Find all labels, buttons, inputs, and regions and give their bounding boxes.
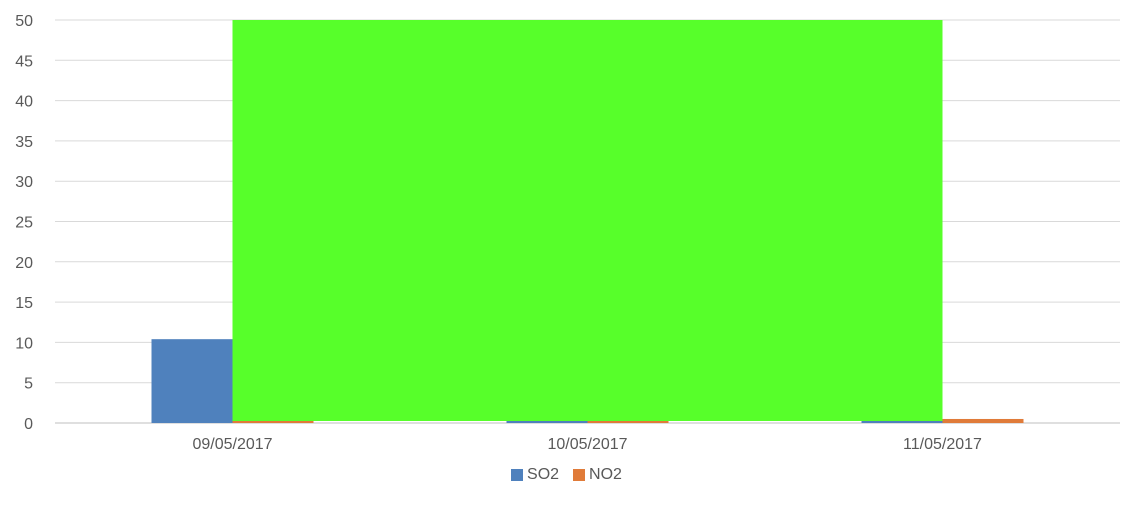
x-tick-label: 11/05/2017 [903, 436, 982, 453]
bar-no2-3 [942, 418, 1024, 423]
legend-label-so2: SO2 [527, 466, 560, 483]
x-tick-label: 10/05/2017 [547, 436, 627, 453]
y-tick-label: 35 [15, 134, 33, 151]
legend-label-no2: NO2 [589, 466, 622, 483]
overlay-band [232, 20, 943, 421]
bar-chart: 0 5 10 15 20 25 30 35 40 45 50 09/05/2017 10/05/2017… [15, 13, 1120, 453]
legend: SO2 NO2 [0, 466, 1133, 484]
y-tick-label: 50 [15, 13, 33, 30]
x-tick-label: 09/05/2017 [192, 436, 272, 453]
bar-so2-1 [151, 339, 233, 423]
legend-swatch-no2 [573, 469, 586, 481]
y-tick-label: 30 [15, 174, 33, 191]
y-tick-label: 25 [15, 215, 33, 232]
legend-swatch-so2 [511, 469, 524, 481]
y-tick-label: 15 [15, 295, 33, 312]
y-tick-label: 40 [15, 94, 33, 111]
y-tick-label: 5 [24, 376, 33, 393]
y-tick-label: 45 [15, 53, 33, 70]
legend-item-no2: NO2 [573, 466, 622, 484]
legend-item-so2: SO2 [511, 466, 559, 484]
y-tick-label: 20 [15, 255, 33, 272]
y-tick-label: 10 [15, 335, 33, 352]
y-tick-label: 0 [24, 416, 33, 433]
